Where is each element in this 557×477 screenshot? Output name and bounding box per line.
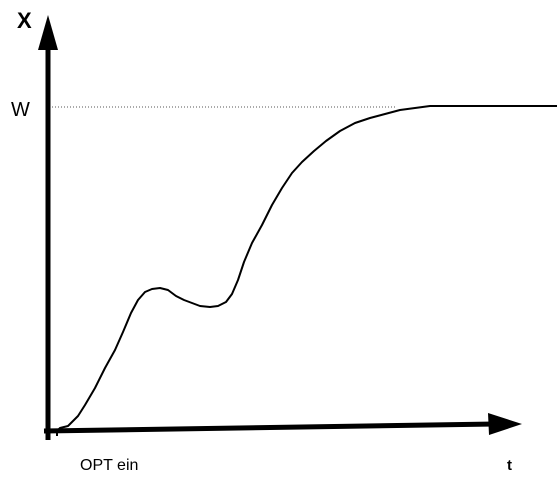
y-axis-arrow-icon (38, 15, 58, 50)
x-axis-arrow-icon (488, 413, 522, 435)
y-axis-label: X (17, 8, 32, 33)
x-axis-label: t (507, 457, 512, 474)
setpoint-label: W (11, 99, 30, 121)
event-label: OPT ein (80, 457, 139, 474)
x-axis (43, 421, 496, 434)
response-curve (56, 105, 557, 436)
